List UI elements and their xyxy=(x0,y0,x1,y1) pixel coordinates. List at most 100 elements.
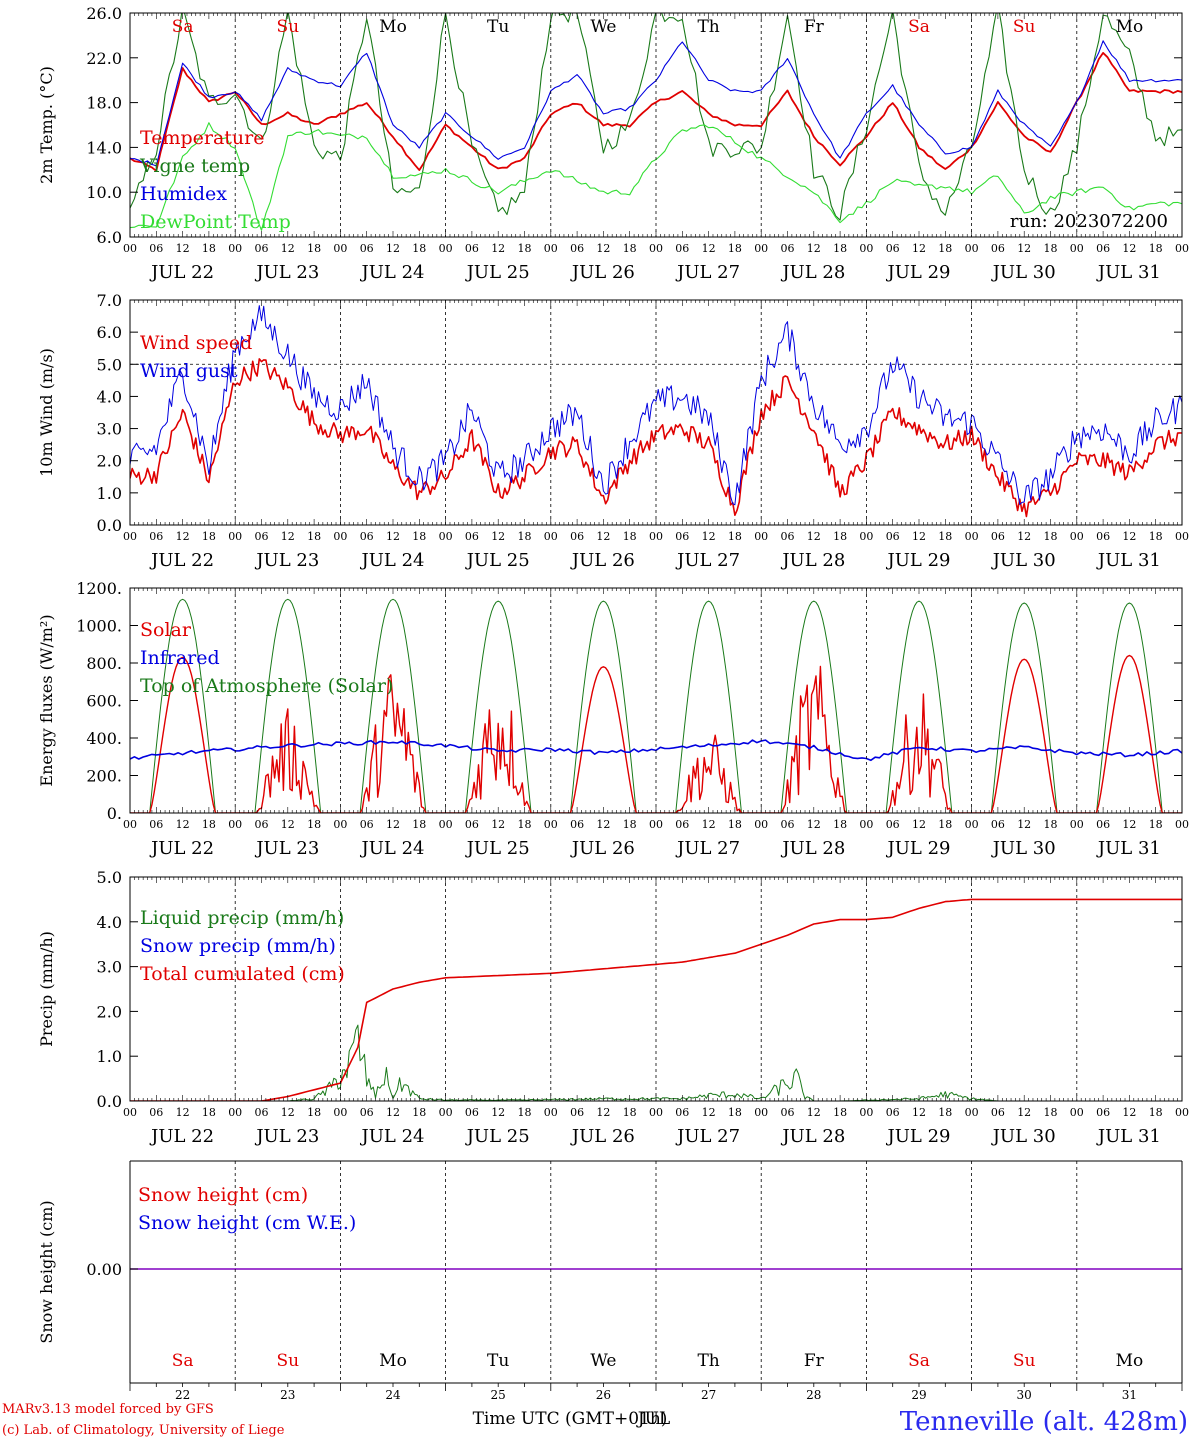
y-tick-label: 2.0 xyxy=(97,1002,122,1021)
hour-tick-label: 18 xyxy=(412,242,426,255)
hour-tick-label: 00 xyxy=(1070,818,1084,831)
y-tick-label: 10.0 xyxy=(86,183,122,202)
hour-tick-label: 00 xyxy=(228,818,242,831)
hour-tick-label: 06 xyxy=(1096,818,1110,831)
hour-tick-label: 00 xyxy=(544,242,558,255)
hour-tick-label: 12 xyxy=(491,1106,505,1119)
y-tick-label: 4.0 xyxy=(97,913,122,932)
y-tick-label: 800. xyxy=(86,654,122,673)
y-tick-label: 1.0 xyxy=(97,1047,122,1066)
hour-tick-label: 12 xyxy=(596,818,610,831)
hour-tick-label: 12 xyxy=(702,818,716,831)
legend-entry: Humidex xyxy=(140,183,227,205)
legend-entry: Snow height (cm) xyxy=(138,1184,308,1206)
date-label: JUL 28 xyxy=(780,262,845,283)
y-tick-label: 1000. xyxy=(76,617,122,636)
day-number-label: 27 xyxy=(701,1388,716,1402)
hour-tick-label: 18 xyxy=(728,1106,742,1119)
hour-tick-label: 18 xyxy=(518,242,532,255)
hour-tick-label: 12 xyxy=(176,818,190,831)
legend-entry: Snow precip (mm/h) xyxy=(140,935,336,957)
hour-tick-label: 06 xyxy=(465,530,479,543)
hour-tick-label: 00 xyxy=(544,530,558,543)
hour-tick-label: 00 xyxy=(965,818,979,831)
hour-tick-label: 18 xyxy=(833,818,847,831)
wind-series xyxy=(130,305,1182,518)
hour-tick-label: 00 xyxy=(439,818,453,831)
hour-tick-label: 00 xyxy=(439,530,453,543)
hour-tick-label: 12 xyxy=(491,818,505,831)
hour-tick-label: 06 xyxy=(675,1106,689,1119)
hour-tick-label: 18 xyxy=(412,818,426,831)
y-tick-label: 5.0 xyxy=(97,868,122,887)
y-tick-label: 0.0 xyxy=(97,516,122,535)
hour-tick-label: 06 xyxy=(570,1106,584,1119)
day-number-label: 23 xyxy=(280,1388,295,1402)
hour-tick-label: 00 xyxy=(1175,242,1189,255)
toa-solar-line xyxy=(130,598,1182,813)
date-label: JUL 26 xyxy=(570,262,635,283)
hour-tick-label: 18 xyxy=(202,818,216,831)
date-label: JUL 25 xyxy=(465,838,530,859)
hour-tick-label: 00 xyxy=(123,1106,137,1119)
legend-entry: Snow height (cm W.E.) xyxy=(138,1212,356,1234)
hour-tick-label: 12 xyxy=(176,242,190,255)
y-axis-label: Snow height (cm) xyxy=(37,1200,56,1343)
hour-tick-label: 12 xyxy=(807,242,821,255)
day-number-label: 26 xyxy=(596,1388,611,1402)
hour-tick-label: 18 xyxy=(833,1106,847,1119)
hour-tick-label: 18 xyxy=(623,242,637,255)
weekday-label: Fr xyxy=(804,17,825,37)
y-tick-label: 6.0 xyxy=(97,228,122,247)
hour-tick-label: 06 xyxy=(570,242,584,255)
date-label: JUL 23 xyxy=(254,1126,319,1147)
hour-tick-label: 12 xyxy=(1017,1106,1031,1119)
hour-tick-label: 06 xyxy=(465,1106,479,1119)
hour-tick-label: 06 xyxy=(465,818,479,831)
weekday-label: Su xyxy=(276,1351,299,1371)
date-label: JUL 24 xyxy=(360,838,425,859)
date-label: JUL 22 xyxy=(149,550,214,571)
hour-tick-label: 06 xyxy=(149,1106,163,1119)
hour-tick-label: 12 xyxy=(596,242,610,255)
weekday-label: Su xyxy=(1013,1351,1036,1371)
energy-panel: 00 06 12 18 JUL 22 00 06 12 18 JUL 23 00 06 12 18 JUL … xyxy=(37,579,1189,859)
hour-tick-label: 18 xyxy=(728,818,742,831)
hour-tick-label: 18 xyxy=(728,242,742,255)
hour-tick-label: 06 xyxy=(255,1106,269,1119)
solar-line xyxy=(130,654,1182,813)
hour-tick-label: 06 xyxy=(255,818,269,831)
y-tick-label: 26.0 xyxy=(86,4,122,23)
hour-tick-label: 00 xyxy=(123,818,137,831)
y-tick-label: 3.0 xyxy=(97,958,122,977)
legend-entry: Vigne temp xyxy=(139,155,250,177)
hour-tick-label: 06 xyxy=(149,530,163,543)
hour-tick-label: 12 xyxy=(807,530,821,543)
temperature-panel: 00 06 12 18 JUL 22 00 06 12 18 JUL 23 00 06 12 18 JUL … xyxy=(37,4,1189,283)
legend-entry: Solar xyxy=(140,619,192,641)
hour-tick-label: 00 xyxy=(859,530,873,543)
date-label: JUL 25 xyxy=(465,550,530,571)
hour-tick-label: 18 xyxy=(202,530,216,543)
hour-tick-label: 18 xyxy=(623,1106,637,1119)
hour-tick-label: 00 xyxy=(859,818,873,831)
weekday-label: Mo xyxy=(1116,1351,1144,1371)
hour-tick-label: 12 xyxy=(1017,242,1031,255)
y-tick-label: 400. xyxy=(86,729,122,748)
day-number-label: 24 xyxy=(385,1388,401,1402)
legend-entry: Temperature xyxy=(140,127,264,149)
hour-tick-label: 00 xyxy=(649,818,663,831)
hour-tick-label: 12 xyxy=(176,1106,190,1119)
hour-tick-label: 00 xyxy=(544,818,558,831)
date-label: JUL 26 xyxy=(570,1126,635,1147)
date-label: JUL 26 xyxy=(570,550,635,571)
hour-tick-label: 18 xyxy=(412,530,426,543)
weekday-label: Sa xyxy=(908,1351,930,1371)
y-axis-label: Precip (mm/h) xyxy=(37,931,56,1047)
date-label: JUL 30 xyxy=(991,1126,1056,1147)
y-tick-label: 7.0 xyxy=(97,291,122,310)
date-label: JUL 25 xyxy=(465,1126,530,1147)
hour-tick-label: 06 xyxy=(465,242,479,255)
hour-tick-label: 06 xyxy=(675,818,689,831)
hour-tick-label: 12 xyxy=(912,530,926,543)
